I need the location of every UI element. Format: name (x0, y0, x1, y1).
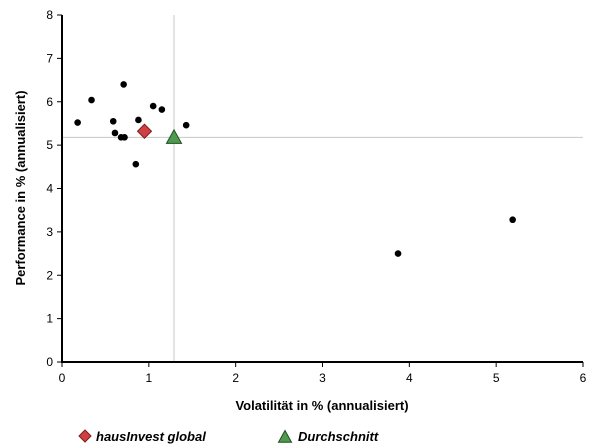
ticks: 0 1 2 3 4 5 6 0 1 2 3 4 5 6 7 8 (46, 8, 586, 385)
legend-item-hausinvest-global: hausInvest global (78, 429, 206, 444)
data-point (109, 117, 117, 125)
legend-marker-diamond (78, 429, 92, 443)
data-point (149, 102, 157, 110)
legend: hausInvest global Durchschnitt (78, 429, 379, 444)
legend-label-durchschnitt: Durchschnitt (298, 429, 379, 444)
data-point (132, 160, 140, 168)
x-tick-label: 3 (319, 371, 326, 385)
x-tick-label: 2 (232, 371, 239, 385)
data-point (111, 129, 119, 137)
y-tick-label: 1 (46, 312, 53, 326)
data-point (121, 134, 128, 141)
data-point (182, 121, 190, 129)
x-tick-label: 1 (145, 371, 152, 385)
y-tick-label: 8 (46, 8, 53, 22)
y-tick-label: 4 (46, 182, 53, 196)
reference-lines (62, 15, 583, 362)
data-point (74, 119, 81, 126)
y-tick-label: 7 (46, 51, 53, 65)
data-point-hausinvest-global (136, 123, 153, 139)
data-point (394, 250, 402, 257)
legend-marker-triangle (277, 429, 293, 443)
y-tick-label: 0 (46, 355, 53, 369)
axes (61, 15, 583, 363)
x-tick-label: 6 (580, 371, 587, 385)
data-point (88, 96, 95, 104)
data-point (158, 106, 166, 113)
data-point-durchschnitt (165, 128, 183, 144)
x-tick-label: 0 (59, 371, 66, 385)
data-point (509, 216, 516, 224)
legend-label-hausinvest-global: hausInvest global (96, 429, 206, 444)
legend-item-durchschnitt: Durchschnitt (277, 429, 379, 444)
x-tick-label: 5 (493, 371, 500, 385)
data-points (74, 81, 516, 257)
x-axis-title: Volatilität in % (annualisiert) (235, 398, 408, 413)
y-tick-label: 2 (46, 268, 53, 282)
x-tick-label: 4 (406, 371, 413, 385)
y-tick-label: 3 (46, 225, 53, 239)
y-tick-label: 6 (46, 95, 53, 109)
data-point (135, 116, 142, 124)
y-tick-label: 5 (46, 138, 53, 152)
data-point (120, 81, 127, 88)
y-axis-title: Performance in % (annualisiert) (13, 90, 28, 285)
